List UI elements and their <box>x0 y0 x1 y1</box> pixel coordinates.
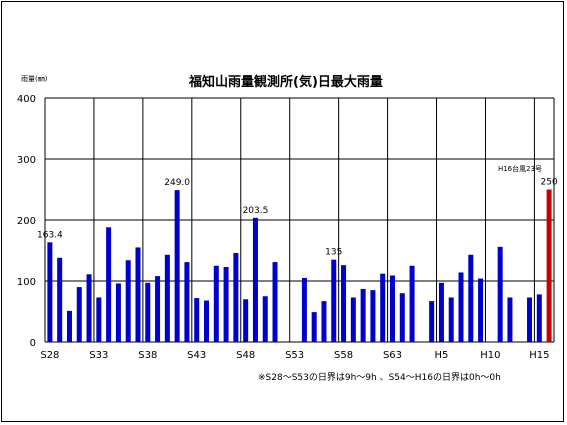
bar-S34 <box>106 227 112 342</box>
bar-H9 <box>478 278 484 342</box>
x-tick-label: H15 <box>529 350 549 361</box>
bar-S45 <box>213 265 219 342</box>
y-tick-label: 400 <box>17 94 36 105</box>
bar-H15 <box>536 294 542 342</box>
bar-S55 <box>311 312 317 342</box>
bar-S28 <box>47 242 53 342</box>
bar-S30 <box>66 310 72 342</box>
bar-S36 <box>125 260 131 342</box>
chart-title: 福知山雨量観測所(気)日最大雨量 <box>188 74 383 90</box>
bar-S39 <box>155 276 161 342</box>
bar-S51 <box>272 262 278 342</box>
bar-S33 <box>96 297 102 342</box>
x-tick-label: S28 <box>40 350 59 361</box>
data-label-S41: 249.0 <box>164 178 190 188</box>
bar-S59 <box>350 297 356 342</box>
bar-S41 <box>174 190 180 342</box>
x-tick-label: H5 <box>434 350 448 361</box>
bar-S43 <box>194 298 200 342</box>
bar-S62 <box>380 273 386 342</box>
bar-S48 <box>243 299 249 342</box>
bar-H12 <box>507 297 513 342</box>
x-tick-label: S63 <box>383 350 402 361</box>
bar-S56 <box>321 301 327 342</box>
bar-H16 <box>546 189 552 342</box>
y-axis-label: 雨量(㎜) <box>21 75 48 83</box>
bar-S38 <box>145 282 151 342</box>
bar-S61 <box>370 290 376 342</box>
bar-S31 <box>76 287 82 342</box>
bar-H6 <box>448 297 454 342</box>
bar-S63 <box>389 275 395 342</box>
y-tick-label: 0 <box>30 338 36 349</box>
x-tick-label: S48 <box>236 350 255 361</box>
bar-S57 <box>331 259 337 342</box>
y-tick-label: 100 <box>17 277 36 288</box>
x-tick-label: S38 <box>138 350 157 361</box>
x-tick-label: S53 <box>285 350 304 361</box>
typhoon-annotation: H16台風23号 <box>498 164 542 173</box>
bar-S49 <box>252 217 258 342</box>
x-tick-label: S58 <box>334 350 353 361</box>
bar-S37 <box>135 247 141 342</box>
y-tick-label: 200 <box>17 216 36 227</box>
footnote: ※S28～S53の日界は9h～9h 、S54～H16の日界は0h～0h <box>258 372 501 383</box>
data-label-S57: 135 <box>325 248 342 258</box>
y-tick-label: 300 <box>17 155 36 166</box>
data-labels: 163.4 249.0 203.5 135 250 <box>37 178 558 258</box>
bar-S32 <box>86 274 92 342</box>
bar-S29 <box>57 257 63 342</box>
bar-H7 <box>458 272 464 342</box>
data-label-S28: 163.4 <box>37 230 63 240</box>
bar-S60 <box>360 288 366 342</box>
bars <box>47 189 552 342</box>
data-label-S49: 203.5 <box>243 206 269 216</box>
grid-lines <box>44 97 555 343</box>
bar-H11 <box>497 246 503 342</box>
bar-H14 <box>527 297 533 342</box>
bar-S50 <box>262 296 268 342</box>
x-tick-label: S43 <box>187 350 206 361</box>
x-tick-label: H10 <box>480 350 500 361</box>
bar-H1 <box>399 293 405 342</box>
bar-H4 <box>429 301 435 342</box>
bar-S46 <box>223 266 229 342</box>
bar-S58 <box>341 265 347 342</box>
bar-S35 <box>115 283 121 342</box>
bar-S54 <box>301 277 307 342</box>
bar-H5 <box>438 282 444 342</box>
bar-H8 <box>468 254 474 342</box>
bar-S40 <box>164 254 170 342</box>
tick-labels: 0 100 200 300 400 S28 S33 S38 S43 S48 S53 S58 S63 H5 H… <box>17 94 550 361</box>
bar-H2 <box>409 265 415 342</box>
data-label-H16: 250 <box>541 178 558 188</box>
bar-S44 <box>204 300 210 342</box>
x-tick-label: S33 <box>89 350 108 361</box>
bar-S47 <box>233 252 239 342</box>
bar-S42 <box>184 262 190 342</box>
